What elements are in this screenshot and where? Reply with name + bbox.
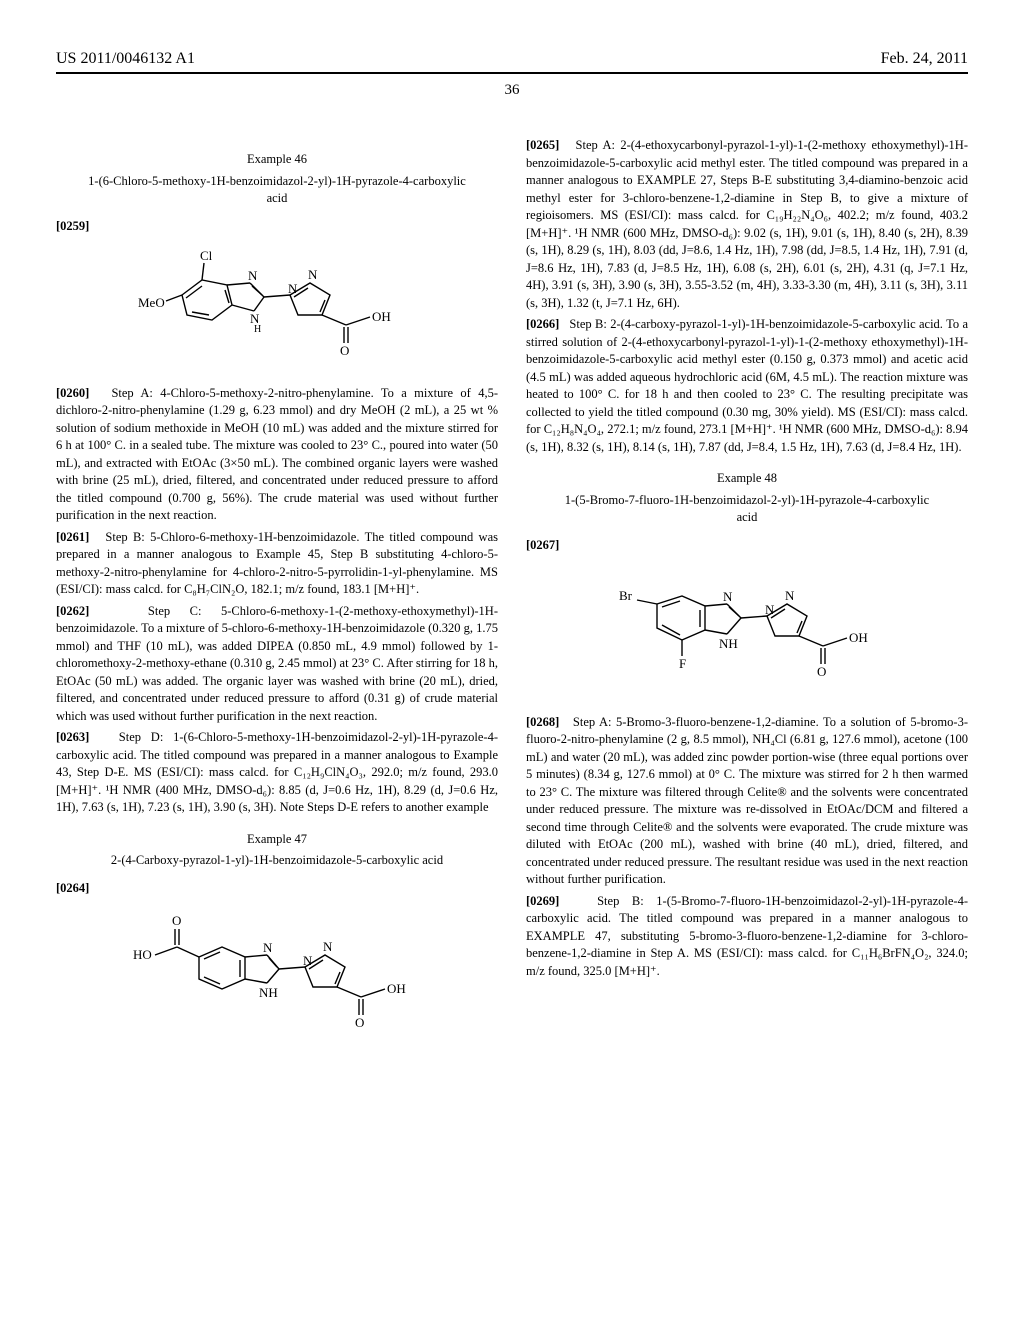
example-48-title: 1-(5-Bromo-7-fluoro-1H-benzoimidazol-2-y… [526,492,968,527]
example-47-title: 2-(4-Carboxy-pyrazol-1-yl)-1H-benzoimida… [56,852,498,870]
svg-text:OH: OH [387,981,406,996]
example-46-label: Example 46 [56,151,498,169]
svg-text:N: N [263,940,273,955]
right-column: [0265] Step A: 2-(4-ethoxycarbonyl-pyraz… [526,137,968,1072]
structure-ex47: HO O N NH N N OH O [56,907,498,1058]
svg-text:OH: OH [372,309,391,324]
svg-text:N: N [308,267,318,282]
two-column-layout: Example 46 1-(6-Chloro-5-methoxy-1H-benz… [56,137,968,1072]
para-0260: [0260] Step A: 4-Chloro-5-methoxy-2-nitr… [56,385,498,525]
svg-text:N: N [723,589,733,604]
patent-date: Feb. 24, 2011 [881,48,968,70]
para-0268: [0268] Step A: 5-Bromo-3-fluoro-benzene-… [526,714,968,889]
svg-text:Cl: Cl [200,248,213,263]
svg-text:O: O [355,1015,364,1030]
para-0263: [0263] Step D: 1-(6-Chloro-5-methoxy-1H-… [56,729,498,817]
svg-text:NH: NH [719,636,738,651]
svg-text:N: N [303,953,313,968]
example-47-label: Example 47 [56,831,498,849]
para-0269: [0269] Step B: 1-(5-Bromo-7-fluoro-1H-be… [526,893,968,981]
svg-text:NH: NH [259,985,278,1000]
svg-text:O: O [172,913,181,928]
svg-text:Br: Br [619,588,633,603]
para-0267-num: [0267] [526,538,559,552]
svg-text:O: O [817,664,826,679]
svg-text:OH: OH [849,630,868,645]
example-46-title: 1-(6-Chloro-5-methoxy-1H-benzoimidazol-2… [56,173,498,208]
para-0265: [0265] Step A: 2-(4-ethoxycarbonyl-pyraz… [526,137,968,312]
svg-text:N: N [765,602,775,617]
svg-text:N: N [288,281,298,296]
svg-text:HO: HO [133,947,152,962]
para-0264: [0264] [56,880,498,898]
page-header: US 2011/0046132 A1 Feb. 24, 2011 [56,48,968,74]
para-0266: [0266] Step B: 2-(4-carboxy-pyrazol-1-yl… [526,316,968,456]
svg-text:F: F [679,656,686,671]
para-0264-num: [0264] [56,881,89,895]
patent-number: US 2011/0046132 A1 [56,48,195,70]
para-0261: [0261] Step B: 5-Chloro-6-methoxy-1H-ben… [56,529,498,599]
svg-text:N: N [323,939,333,954]
page-number: 36 [56,80,968,101]
structure-ex46: Cl MeO N N H N N OH O [56,245,498,371]
para-0262: [0262] Step C: 5-Chloro-6-methoxy-1-(2-m… [56,603,498,726]
example-48-label: Example 48 [526,470,968,488]
svg-text:N: N [785,588,795,603]
para-0259: [0259] [56,218,498,236]
para-0267: [0267] [526,537,968,555]
para-0259-num: [0259] [56,219,89,233]
svg-text:MeO: MeO [138,295,165,310]
left-column: Example 46 1-(6-Chloro-5-methoxy-1H-benz… [56,137,498,1072]
svg-text:O: O [340,343,349,358]
svg-text:H: H [254,324,261,335]
svg-text:N: N [248,268,258,283]
structure-ex48: Br F N NH N N OH O [526,564,968,700]
